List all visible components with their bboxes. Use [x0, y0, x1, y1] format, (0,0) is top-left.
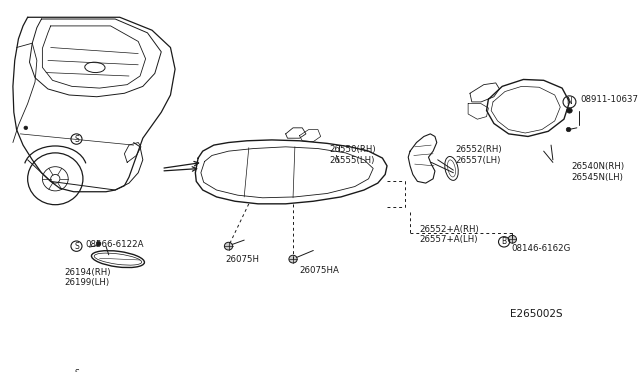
Circle shape [225, 242, 233, 250]
Text: 08566-6122A: 08566-6122A [86, 240, 144, 249]
Circle shape [508, 235, 516, 243]
Circle shape [566, 127, 571, 132]
Circle shape [24, 126, 28, 129]
Text: 08911-10637: 08911-10637 [580, 95, 639, 104]
Text: 26540N(RH)
26545N(LH): 26540N(RH) 26545N(LH) [572, 162, 625, 182]
Text: S: S [74, 369, 79, 372]
Text: 26552+A(RH)
26557+A(LH): 26552+A(RH) 26557+A(LH) [419, 225, 479, 244]
Text: S: S [74, 135, 79, 144]
Text: 26552(RH)
26557(LH): 26552(RH) 26557(LH) [455, 145, 502, 164]
Text: 08146-6162G: 08146-6162G [511, 244, 571, 253]
Circle shape [289, 255, 297, 263]
Text: 26075H: 26075H [226, 255, 260, 264]
Text: E265002S: E265002S [509, 309, 562, 319]
Text: N: N [566, 97, 572, 106]
Circle shape [568, 109, 571, 112]
Circle shape [96, 241, 101, 246]
Text: S: S [74, 242, 79, 251]
Circle shape [566, 108, 572, 113]
Text: 26550(RH)
26555(LH): 26550(RH) 26555(LH) [329, 145, 376, 164]
Text: 26075HA: 26075HA [300, 266, 339, 275]
Text: B: B [502, 237, 507, 246]
Text: 26194(RH)
26199(LH): 26194(RH) 26199(LH) [65, 268, 111, 287]
